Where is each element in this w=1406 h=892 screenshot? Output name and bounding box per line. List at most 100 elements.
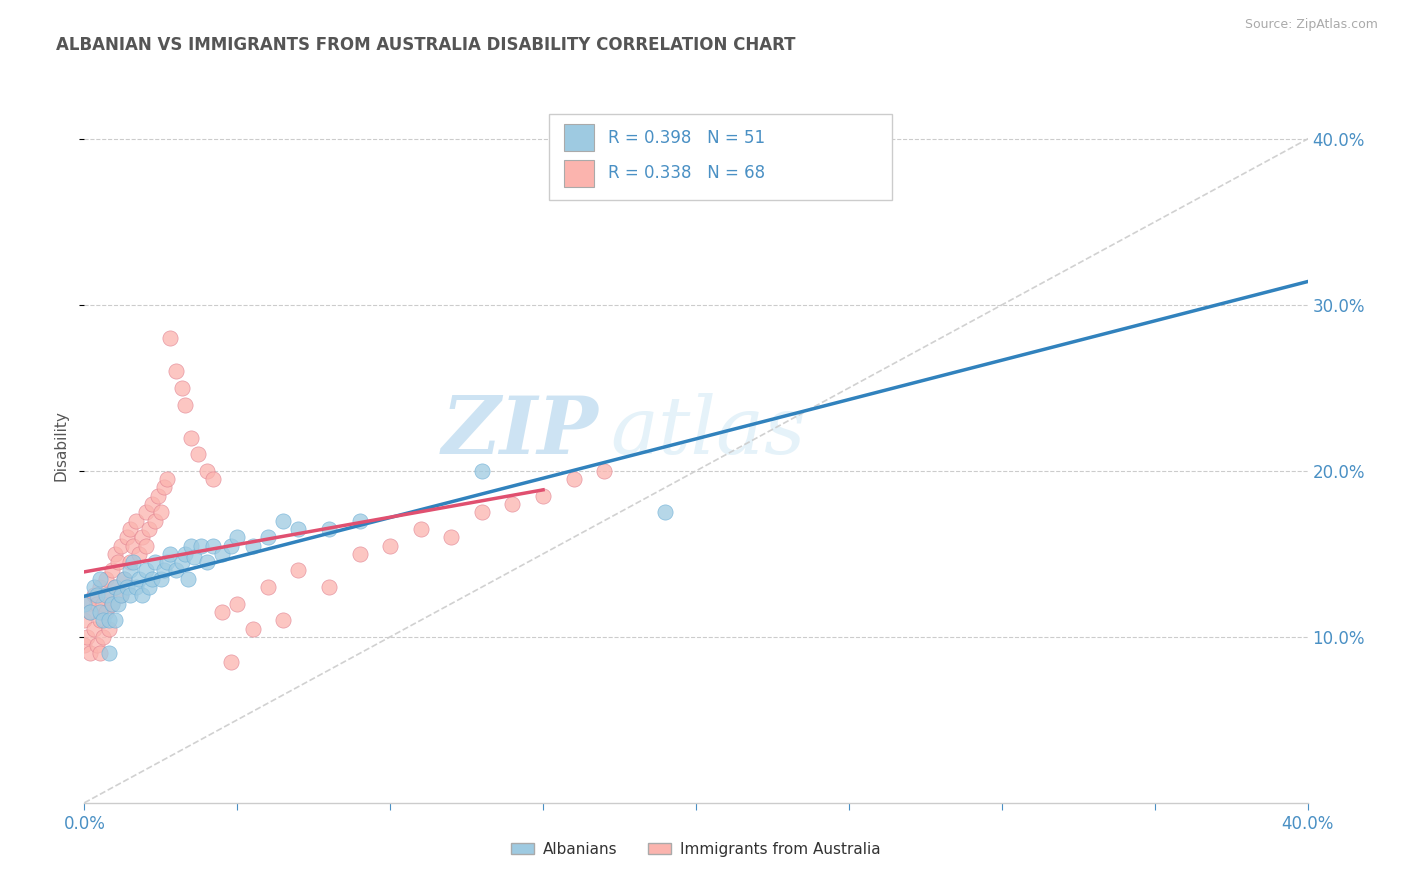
Point xyxy=(149,572,172,586)
Point xyxy=(79,647,101,661)
Point xyxy=(83,580,105,594)
Point xyxy=(135,505,157,519)
Text: R = 0.338   N = 68: R = 0.338 N = 68 xyxy=(607,164,765,182)
Point xyxy=(104,580,127,594)
Point xyxy=(104,580,127,594)
Point xyxy=(654,505,676,519)
Point xyxy=(159,331,181,345)
Point xyxy=(195,555,218,569)
Point xyxy=(226,597,249,611)
Point xyxy=(131,530,153,544)
Point xyxy=(91,630,114,644)
Point xyxy=(112,572,135,586)
Point xyxy=(101,597,124,611)
Point xyxy=(73,638,96,652)
Point xyxy=(141,572,163,586)
Point xyxy=(257,530,280,544)
Y-axis label: Disability: Disability xyxy=(53,410,69,482)
Point xyxy=(143,514,166,528)
Point xyxy=(159,547,181,561)
Point xyxy=(115,530,138,544)
Point xyxy=(107,597,129,611)
Point xyxy=(110,588,132,602)
Point xyxy=(156,472,179,486)
Point xyxy=(122,539,145,553)
Point xyxy=(89,572,111,586)
Point xyxy=(120,564,142,578)
Point xyxy=(125,580,148,594)
Point xyxy=(502,497,524,511)
Point xyxy=(89,580,111,594)
Point xyxy=(104,613,127,627)
Point xyxy=(201,472,224,486)
Point xyxy=(112,572,135,586)
Point xyxy=(128,547,150,561)
Point xyxy=(349,547,371,561)
Text: R = 0.398   N = 51: R = 0.398 N = 51 xyxy=(607,128,765,146)
Point xyxy=(120,555,142,569)
Point xyxy=(146,489,169,503)
Point xyxy=(226,530,249,544)
Point xyxy=(409,522,432,536)
Point xyxy=(76,597,98,611)
Point xyxy=(318,522,340,536)
Point xyxy=(104,547,127,561)
Point xyxy=(593,464,616,478)
Point xyxy=(180,431,202,445)
Point xyxy=(79,605,101,619)
Point xyxy=(128,572,150,586)
Point xyxy=(135,539,157,553)
Point xyxy=(211,547,233,561)
Point xyxy=(531,489,554,503)
Point xyxy=(177,572,200,586)
Point xyxy=(94,572,117,586)
Point xyxy=(101,564,124,578)
Point xyxy=(219,655,242,669)
Point xyxy=(83,588,105,602)
Point xyxy=(186,447,208,461)
Point xyxy=(138,522,160,536)
Point xyxy=(271,514,294,528)
Point xyxy=(115,580,138,594)
Point xyxy=(440,530,463,544)
Point xyxy=(271,613,294,627)
Point xyxy=(201,539,224,553)
Point xyxy=(190,539,212,553)
Point xyxy=(287,522,309,536)
Text: atlas: atlas xyxy=(610,393,806,470)
Point xyxy=(143,555,166,569)
Point xyxy=(86,588,108,602)
Point xyxy=(287,564,309,578)
Point xyxy=(174,547,197,561)
Point xyxy=(97,613,120,627)
Point xyxy=(83,622,105,636)
Point xyxy=(94,588,117,602)
Point xyxy=(125,514,148,528)
FancyBboxPatch shape xyxy=(550,114,891,200)
Point xyxy=(86,638,108,652)
Point xyxy=(79,605,101,619)
Point xyxy=(156,555,179,569)
Point xyxy=(153,481,176,495)
Point xyxy=(242,539,264,553)
Point xyxy=(101,597,124,611)
Legend: Albanians, Immigrants from Australia: Albanians, Immigrants from Australia xyxy=(505,836,887,863)
Point xyxy=(91,597,114,611)
Point xyxy=(318,580,340,594)
Point xyxy=(89,647,111,661)
Point xyxy=(138,580,160,594)
Point xyxy=(174,397,197,411)
Bar xyxy=(564,124,595,152)
Point xyxy=(73,597,96,611)
Point xyxy=(120,522,142,536)
Point xyxy=(120,588,142,602)
Text: Source: ZipAtlas.com: Source: ZipAtlas.com xyxy=(1244,18,1378,31)
Point xyxy=(107,555,129,569)
Point xyxy=(89,613,111,627)
Point xyxy=(94,605,117,619)
Point xyxy=(172,555,194,569)
Point xyxy=(562,472,585,486)
Point xyxy=(97,622,120,636)
Point xyxy=(242,622,264,636)
Point xyxy=(110,539,132,553)
